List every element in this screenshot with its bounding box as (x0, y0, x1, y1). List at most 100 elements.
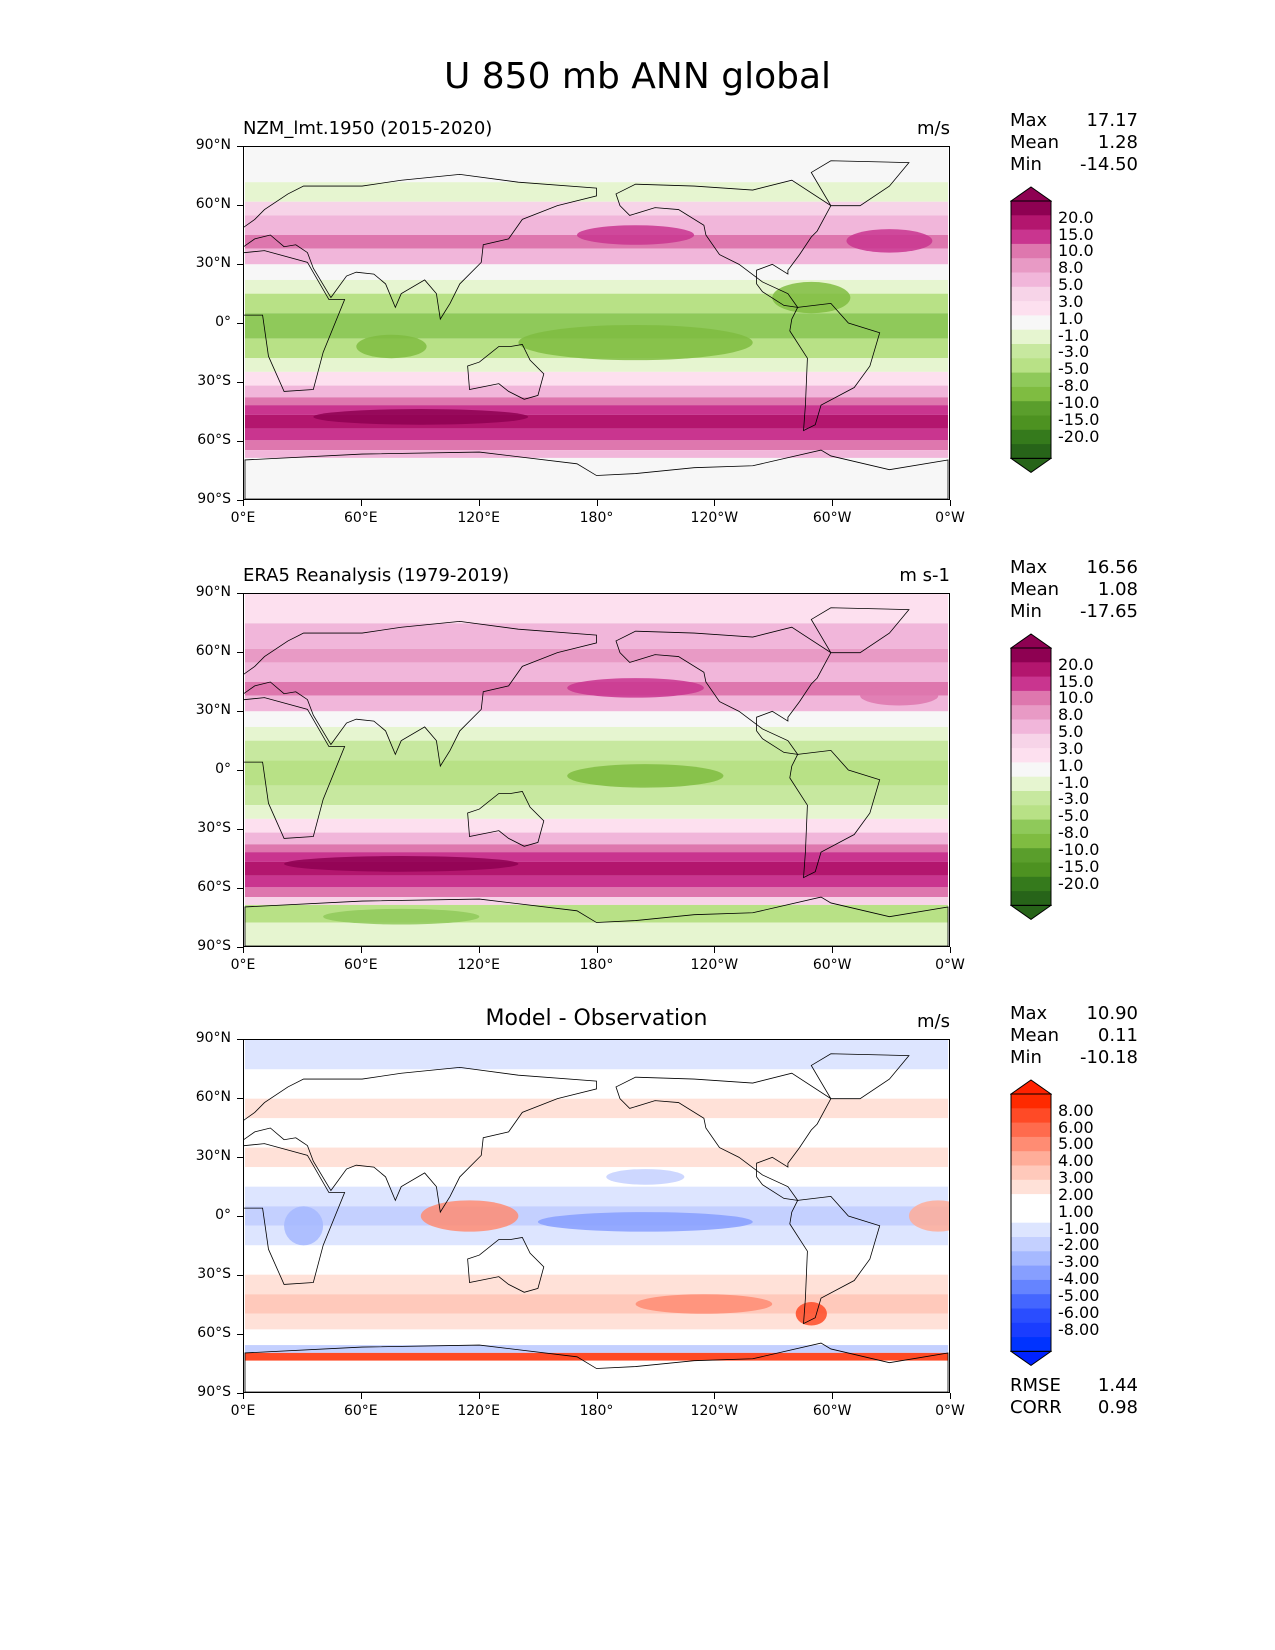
x-tick-label: 60°E (343, 510, 378, 526)
colorbar-swatch (1011, 762, 1051, 778)
coastline (789, 302, 881, 432)
field-band (244, 1360, 949, 1392)
colorbar-label: -2.00 (1058, 1235, 1100, 1255)
colorbar (1010, 633, 1052, 921)
colorbar-extend-bottom (1010, 1350, 1052, 1367)
stat-label: Min (1010, 601, 1042, 622)
colorbar-swatch (1011, 301, 1051, 316)
x-tick-label: 0°E (230, 1403, 256, 1419)
stat-row: Mean 1.08 (1010, 579, 1138, 601)
colorbar-swatch (1011, 848, 1051, 863)
colorbar-frame (1010, 647, 1052, 906)
panel-title: ERA5 Reanalysis (1979-2019) (243, 565, 510, 586)
x-tick (596, 1393, 598, 1399)
x-tick-label: 120°W (690, 510, 739, 526)
coastline (467, 344, 545, 400)
y-tick (237, 500, 243, 501)
field-band (244, 201, 949, 216)
colorbar-label: -1.0 (1058, 772, 1090, 792)
x-tick (714, 500, 716, 506)
field-blob (772, 281, 851, 314)
x-tick (478, 947, 480, 953)
field-band (244, 371, 949, 386)
stats-box: Max 16.56 Mean 1.08 Min -17.65 (1010, 557, 1138, 623)
field-band (244, 1098, 949, 1119)
field-band (244, 428, 949, 441)
x-tick (596, 947, 598, 953)
colorbar-swatch (1011, 372, 1051, 388)
y-tick (237, 1393, 243, 1394)
field-band (244, 1040, 949, 1070)
field-band (244, 695, 949, 712)
x-tick (832, 947, 834, 953)
coastline (467, 791, 545, 847)
colorbar-swatch (1011, 662, 1051, 678)
colorbar-swatch (1011, 401, 1051, 416)
stat-value: -17.65 (1079, 601, 1138, 622)
colorbar-swatch (1011, 215, 1051, 231)
colorbar-frame (1010, 1093, 1052, 1352)
colorbar-label: 15.0 (1058, 224, 1094, 244)
coastline (467, 1237, 545, 1293)
y-tick (237, 382, 243, 383)
x-tick (243, 1393, 244, 1399)
colorbar-swatch (1011, 733, 1051, 749)
colorbar-swatch (1011, 258, 1051, 273)
x-tick-label: 120°W (690, 1403, 739, 1419)
stat-value: 17.17 (1086, 110, 1138, 131)
colorbar-swatch (1011, 1094, 1051, 1109)
map-model (243, 146, 950, 500)
x-tick (950, 500, 951, 506)
coastline (244, 697, 346, 839)
colorbar-swatch (1011, 1151, 1051, 1166)
colorbar-swatch (1011, 415, 1051, 431)
stat-value: 0.11 (1097, 1025, 1138, 1046)
colorbar-label: -15.0 (1058, 856, 1100, 876)
stat-row: Mean 0.11 (1010, 1025, 1138, 1047)
colorbar-swatch (1011, 1279, 1051, 1295)
colorbar-label: -8.00 (1058, 1319, 1100, 1339)
colorbar-extend-top (1010, 186, 1052, 202)
colorbar-swatch (1011, 1179, 1051, 1195)
y-tick-label: 60°S (197, 879, 231, 895)
field-blob (356, 334, 427, 359)
colorbar-swatch (1011, 315, 1051, 331)
extra-stats-box: RMSE 1.44 CORR 0.98 (1010, 1375, 1138, 1419)
field-blob (908, 1200, 949, 1232)
y-tick (237, 888, 243, 889)
y-tick (237, 947, 243, 948)
colorbar-swatch (1011, 286, 1051, 302)
field-band (244, 248, 949, 265)
field-band (244, 1147, 949, 1168)
field-blob (537, 1212, 753, 1232)
x-tick-label: 180° (579, 957, 614, 973)
colorbar-swatch (1011, 1222, 1051, 1238)
field-blob (567, 678, 704, 698)
field-blob (576, 225, 695, 245)
field-band (244, 358, 949, 372)
stat-row: Mean 1.28 (1010, 132, 1138, 154)
colorbar-label: 1.00 (1058, 1201, 1094, 1221)
colorbar-label: 3.00 (1058, 1168, 1094, 1188)
field-band (244, 457, 949, 499)
colorbar (1010, 186, 1052, 474)
colorbar-swatch (1011, 876, 1051, 892)
y-tick (237, 711, 243, 712)
colorbar-label: 1.0 (1058, 755, 1084, 775)
stat-label: Min (1010, 154, 1042, 175)
colorbar-swatch (1011, 1194, 1051, 1209)
y-tick-label: 30°S (197, 1266, 231, 1282)
y-tick (237, 829, 243, 830)
y-tick (237, 770, 243, 771)
colorbar-label: 8.0 (1058, 705, 1084, 725)
y-tick-label: 60°S (197, 1325, 231, 1341)
field-band (244, 450, 949, 458)
field-band (244, 293, 949, 314)
stat-label: CORR (1010, 1397, 1062, 1418)
x-tick-label: 120°E (457, 1403, 500, 1419)
field-band (244, 805, 949, 819)
stat-row: RMSE 1.44 (1010, 1375, 1138, 1397)
colorbar-label: 20.0 (1058, 654, 1094, 674)
x-tick (478, 1393, 480, 1399)
colorbar-swatch (1011, 676, 1051, 692)
